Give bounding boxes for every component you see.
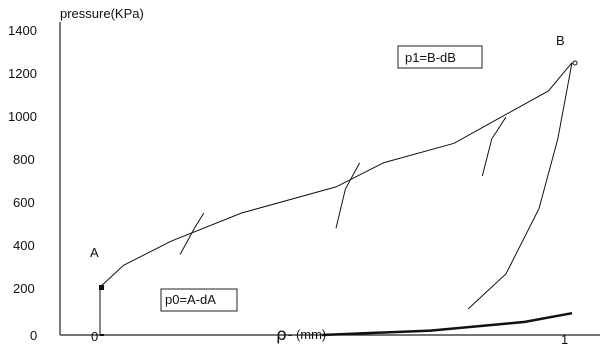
point-a-marker (99, 285, 104, 290)
y-tick-label: 1000 (8, 109, 37, 124)
y-tick-label: 200 (13, 281, 35, 296)
y-tick-label: 1400 (8, 23, 37, 38)
x-tick-label-1: 1 (561, 332, 568, 347)
x-tick-label-0: 0 (91, 329, 98, 344)
series-line-1 (179, 212, 205, 255)
annotation-box-p0 (160, 288, 238, 312)
series-group (99, 62, 573, 337)
annotation-box-p1-label: p1=B-dB (405, 50, 456, 65)
series-line-5 (321, 311, 573, 337)
series-line-0 (99, 62, 573, 335)
series-line-3 (481, 116, 507, 177)
annotation-box-p1 (397, 45, 483, 69)
annotation-a: A (90, 245, 99, 260)
y-tick-label: 400 (13, 238, 35, 253)
y-tick-labels: 1400 1200 1000 800 600 400 200 0 (8, 23, 37, 343)
y-tick-label: 0 (30, 328, 37, 343)
x-axis-label-symbol: ρ (276, 325, 287, 345)
x-axis-label-unit: - (mm) (288, 327, 326, 342)
point-b-marker (572, 60, 578, 66)
series-line-2 (335, 162, 361, 229)
annotation-box-p0-label: p0=A-dA (165, 292, 216, 307)
y-axis-label: pressure(KPa) (60, 6, 144, 21)
y-tick-label: 600 (13, 195, 35, 210)
y-tick-label: 800 (13, 152, 35, 167)
series-line-4 (467, 62, 573, 310)
y-tick-label: 1200 (8, 66, 37, 81)
annotation-b: B (556, 33, 565, 48)
